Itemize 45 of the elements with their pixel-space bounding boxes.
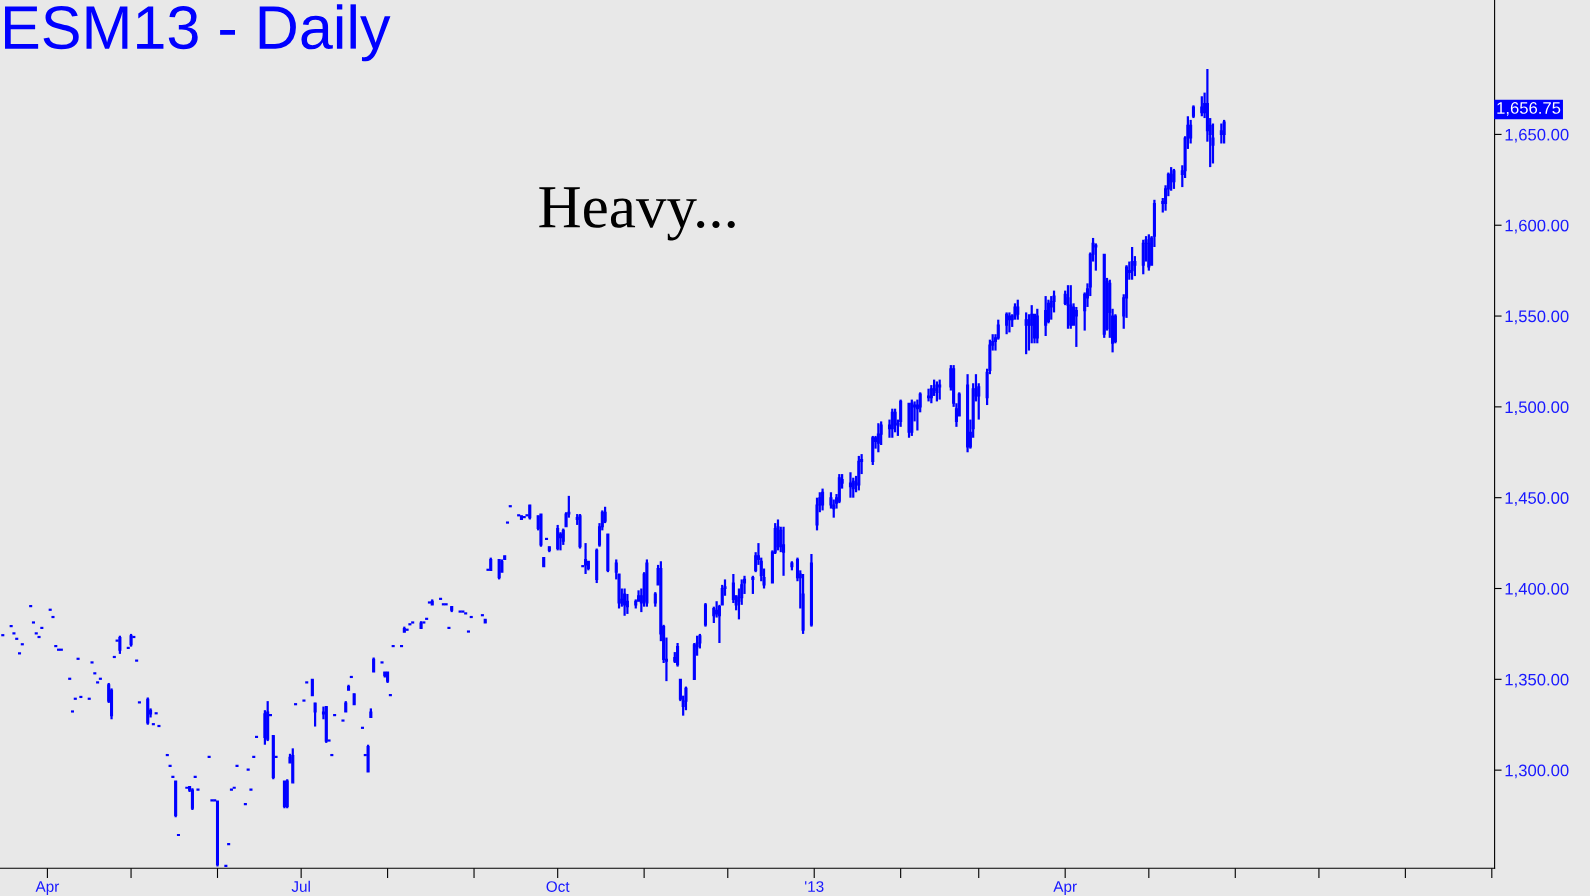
y-tick-label: 1,400.00 — [1505, 582, 1569, 597]
candlestick — [1172, 167, 1176, 191]
candlestick — [1141, 238, 1145, 276]
candlestick — [1035, 307, 1039, 345]
candlestick — [910, 398, 914, 438]
x-tick-label: Oct — [546, 881, 570, 892]
x-tick-label: Jul — [291, 880, 310, 892]
candlestick — [90, 661, 94, 664]
candlestick — [595, 547, 599, 585]
candlestick — [291, 747, 295, 784]
annotation: Heavy... — [539, 187, 735, 241]
candlestick — [815, 496, 819, 532]
candlestick — [809, 552, 813, 628]
x-tick-label: Apr — [35, 881, 60, 895]
candlestick — [483, 618, 487, 625]
text: 1,656.75 — [1497, 102, 1561, 116]
candlestick — [310, 678, 314, 697]
candlestick — [890, 407, 894, 439]
candlestick — [380, 661, 384, 664]
candlestick — [871, 434, 875, 467]
y-tick-label: 1,600.00 — [1505, 219, 1569, 234]
candlestick — [653, 591, 657, 608]
x-tick-label: '13 — [805, 881, 824, 892]
candlestick — [1222, 118, 1226, 145]
y-tick-label: 1,650.00 — [1505, 128, 1569, 143]
candlestick — [285, 778, 289, 810]
y-tick-label: 1,550.00 — [1505, 310, 1569, 325]
candlestick — [684, 685, 688, 712]
y-tick-label: 1,350.00 — [1505, 673, 1569, 688]
y-tick-label: 1,450.00 — [1505, 492, 1569, 506]
x-tick-label: Apr — [1053, 881, 1077, 895]
candlestick — [857, 454, 861, 492]
y-tick-label: 1,500.00 — [1505, 401, 1569, 416]
candlestick — [542, 556, 546, 568]
candlestick — [851, 476, 855, 499]
y-tick-label: 1,300.00 — [1505, 764, 1569, 779]
candlestick — [1191, 104, 1195, 120]
candlestick — [12, 632, 16, 635]
candlestick — [821, 487, 825, 512]
candlestick — [344, 700, 348, 714]
candlestick — [703, 601, 708, 628]
candlestick — [1130, 245, 1134, 281]
candlestick — [1211, 122, 1215, 165]
candlestick — [352, 692, 356, 706]
chart-title: ESM13 - Daily — [5, 4, 391, 62]
